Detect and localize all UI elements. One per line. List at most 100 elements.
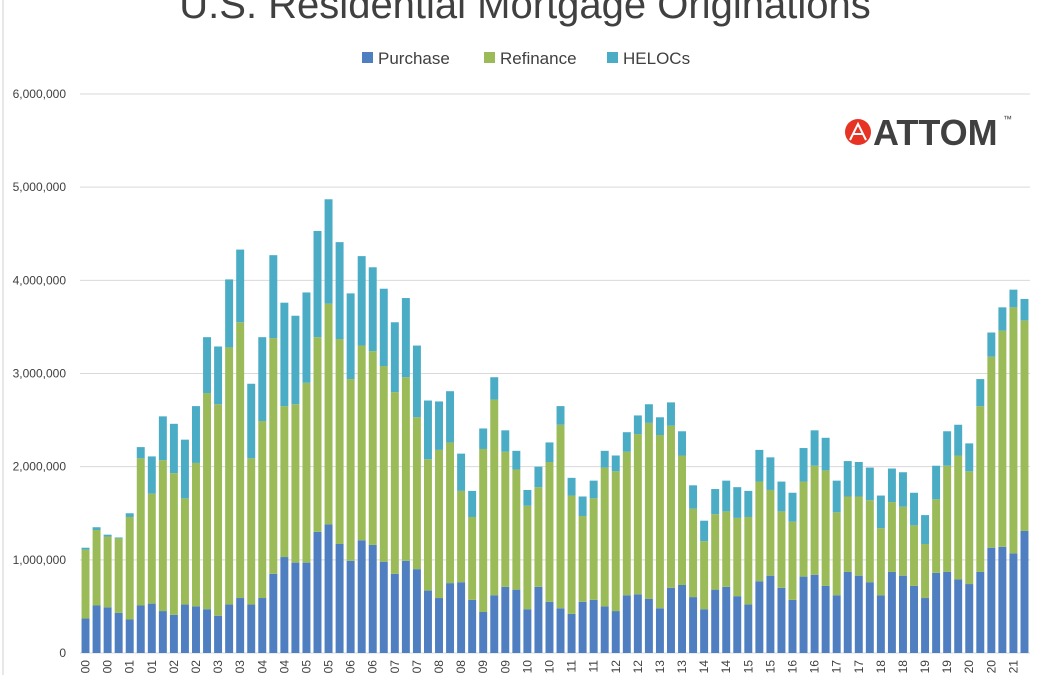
bar-segment <box>876 595 885 653</box>
x-tick-label: 00 <box>101 660 115 674</box>
x-tick-label: 19 <box>918 660 932 674</box>
bar-segment <box>611 455 620 472</box>
x-tick-label: 17 <box>830 660 844 674</box>
bar-segment <box>567 613 576 653</box>
bar-segment <box>468 516 477 600</box>
bar-segment <box>423 459 432 591</box>
x-tick-label: 00 <box>79 660 93 674</box>
bar-segment <box>788 599 797 653</box>
bar-segment <box>357 345 366 541</box>
bar-segment <box>423 590 432 653</box>
bar-segment <box>766 575 775 653</box>
bar-segment <box>821 585 830 653</box>
bar-segment <box>346 293 355 380</box>
bar-segment <box>633 594 642 653</box>
bar-segment <box>169 614 178 653</box>
bar-segment <box>490 377 499 400</box>
x-tick-label: 10 <box>542 660 556 674</box>
bar-segment <box>534 487 543 587</box>
bar-segment <box>446 391 455 443</box>
x-tick-label: 10 <box>520 660 534 674</box>
bar-segment <box>556 608 565 653</box>
bar-segment <box>910 492 918 526</box>
bar-segment <box>357 540 366 653</box>
bar-segment <box>147 493 156 604</box>
x-tick-label: 16 <box>808 660 822 674</box>
bar-segment <box>335 242 344 340</box>
bar-segment <box>788 521 797 600</box>
bar-segment <box>777 587 786 653</box>
bar-segment <box>976 406 985 572</box>
bar-segment <box>843 461 852 497</box>
bar-segment <box>678 584 687 653</box>
bar-segment <box>600 606 609 653</box>
bar-segment <box>412 345 421 418</box>
chart-title: U.S. Residential Mortgage Originations <box>179 0 870 27</box>
bar-segment <box>556 424 565 609</box>
bar-segment <box>843 571 852 653</box>
x-tick-label: 19 <box>940 660 954 674</box>
bar-segment <box>887 571 896 653</box>
bar-segment <box>943 571 952 653</box>
bar-segment <box>898 472 907 507</box>
bar-segment <box>722 511 731 587</box>
bar-segment <box>667 402 675 426</box>
bar-segment <box>954 455 963 580</box>
bar-segment <box>214 404 223 616</box>
bar-segment <box>965 471 974 585</box>
bar-segment <box>401 377 410 561</box>
legend-swatch <box>484 52 495 63</box>
bar-segment <box>225 347 234 605</box>
bar-segment <box>832 480 841 513</box>
bar-segment <box>865 582 874 653</box>
bar-segment <box>898 575 907 653</box>
bar-segment <box>269 338 278 574</box>
bar-segment <box>103 534 112 537</box>
bar-segment <box>655 434 664 609</box>
bar-segment <box>578 601 587 653</box>
bar-segment <box>722 480 731 512</box>
bar-segment <box>269 255 278 339</box>
bar-segment <box>457 490 466 583</box>
bar-segment <box>357 256 366 346</box>
y-tick-label: 3,000,000 <box>13 367 67 381</box>
bar-segment <box>578 496 587 517</box>
x-tick-label: 12 <box>631 660 645 674</box>
bar-segment <box>556 406 565 425</box>
bar-segment <box>147 603 156 653</box>
bar-segment <box>611 611 620 653</box>
bar-segment <box>622 451 631 596</box>
bar-segment <box>921 598 930 653</box>
x-tick-label: 02 <box>189 660 203 674</box>
bar-segment <box>1009 553 1018 653</box>
x-tick-label: 15 <box>763 660 777 674</box>
bar-segment <box>887 468 896 503</box>
legend-label: HELOCs <box>623 49 690 68</box>
x-tick-label: 08 <box>432 660 446 674</box>
x-tick-label: 01 <box>123 660 137 674</box>
bar-segment <box>103 536 112 608</box>
bar-segment <box>103 607 112 653</box>
bar-segment <box>1020 298 1029 321</box>
x-tick-label: 15 <box>741 660 755 674</box>
logo-icon-mark <box>849 121 867 141</box>
bar-segment <box>479 428 488 449</box>
bar-segment <box>92 527 101 531</box>
bar-segment <box>744 516 753 605</box>
bar-segment <box>622 595 631 653</box>
bar-segment <box>335 543 344 653</box>
bar-segment <box>236 322 245 599</box>
bar-segment <box>203 609 212 653</box>
bar-segment <box>523 609 532 653</box>
bar-segment <box>711 589 720 653</box>
bar-segment <box>192 406 200 463</box>
bar-segment <box>180 498 189 605</box>
x-tick-label: 04 <box>277 660 291 674</box>
bar-segment <box>965 584 974 653</box>
bar-segment <box>1009 289 1018 308</box>
bar-segment <box>512 589 521 653</box>
bar-segment <box>324 303 333 525</box>
bar-segment <box>777 511 786 588</box>
y-tick-label: 5,000,000 <box>13 180 67 194</box>
bar-segment <box>180 604 189 653</box>
